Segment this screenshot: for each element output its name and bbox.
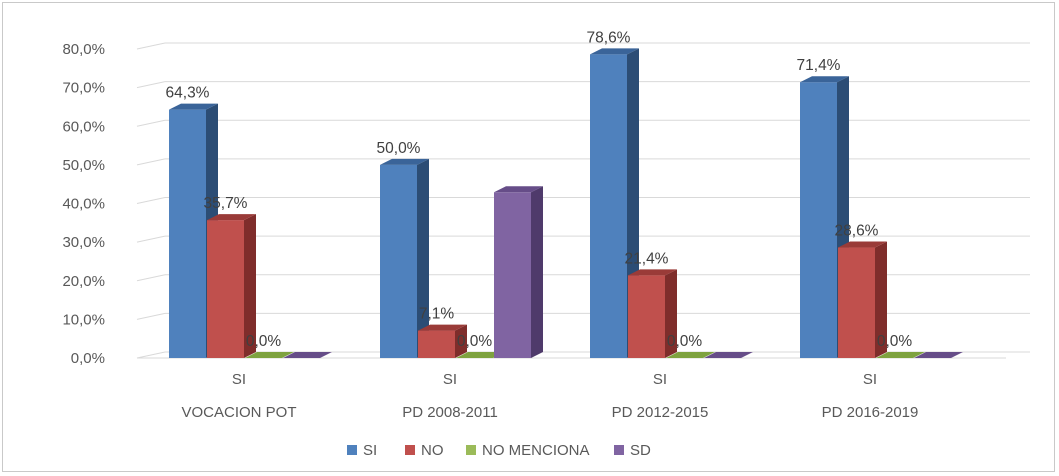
y-tick-label: 0,0% bbox=[71, 350, 105, 367]
bar-top bbox=[456, 352, 505, 358]
bar-top bbox=[914, 352, 963, 358]
data-label: 0,0% bbox=[246, 333, 282, 350]
data-labels: 64,3%35,7%0,0%50,0%7,1%0,0%78,6%21,4%0,0… bbox=[166, 29, 913, 350]
data-label: 35,7% bbox=[204, 195, 248, 212]
data-label: 7,1% bbox=[419, 306, 455, 323]
legend-label: SI bbox=[363, 442, 377, 459]
gridline-depth bbox=[136, 42, 166, 50]
data-label: 0,0% bbox=[457, 333, 493, 350]
bar-top bbox=[590, 48, 639, 55]
bar-top bbox=[380, 158, 429, 165]
data-label: 28,6% bbox=[835, 223, 879, 240]
legend-swatch bbox=[466, 445, 476, 455]
gridline-depth bbox=[136, 197, 166, 204]
bar-top bbox=[876, 352, 925, 358]
gridline-depth bbox=[136, 351, 166, 359]
bar-front bbox=[207, 220, 244, 358]
axes: 0,0% 10,0% 20,0% 30,0% 40,0% 50,0% 60,0% 70,0% 8… bbox=[62, 41, 918, 421]
x-tick-label: PD 2012-2015 bbox=[612, 404, 709, 421]
data-label: 0,0% bbox=[877, 333, 913, 350]
y-tick-label: 60,0% bbox=[62, 118, 105, 135]
legend-swatch bbox=[347, 445, 357, 455]
legend-label: SD bbox=[630, 442, 651, 459]
data-label: 21,4% bbox=[625, 250, 669, 267]
bar-top bbox=[628, 269, 677, 276]
legend-swatch bbox=[405, 445, 415, 455]
gridline-depth bbox=[136, 312, 166, 320]
bar-side bbox=[875, 241, 887, 358]
bar-front bbox=[494, 192, 531, 358]
bar-front bbox=[590, 54, 627, 358]
gridlines bbox=[136, 42, 1030, 359]
bar-side bbox=[244, 214, 256, 358]
x-tick-label: PD 2016-2019 bbox=[822, 404, 919, 421]
gridline-depth bbox=[136, 81, 166, 89]
bar-front bbox=[169, 109, 206, 358]
bar-side bbox=[455, 324, 467, 358]
x-tick-sub-label: SI bbox=[443, 371, 457, 388]
legend-label: NO bbox=[421, 442, 444, 459]
bar-side bbox=[531, 186, 543, 358]
bar-top bbox=[800, 76, 849, 83]
data-label: 71,4% bbox=[797, 57, 841, 74]
bar-top bbox=[666, 352, 715, 358]
bar-top bbox=[418, 324, 467, 331]
x-tick-sub-label: SI bbox=[863, 371, 877, 388]
bar-top bbox=[494, 186, 543, 193]
x-tick-label: VOCACION POT bbox=[181, 404, 296, 421]
y-tick-label: 40,0% bbox=[62, 196, 105, 213]
bar-top bbox=[207, 214, 256, 221]
data-label: 50,0% bbox=[377, 140, 421, 157]
bar-front bbox=[628, 275, 665, 358]
data-label: 78,6% bbox=[587, 29, 631, 46]
bar-top bbox=[245, 352, 294, 358]
legend-swatch bbox=[614, 445, 624, 455]
y-tick-label: 30,0% bbox=[62, 234, 105, 251]
y-tick-label: 10,0% bbox=[62, 311, 105, 328]
legend: SI NO NO MENCIONA SD bbox=[347, 442, 651, 459]
gridline-depth bbox=[136, 158, 166, 166]
bar-front bbox=[418, 330, 455, 358]
bar-front bbox=[380, 164, 417, 358]
bar-front bbox=[800, 82, 837, 358]
x-tick-sub-label: SI bbox=[232, 371, 246, 388]
bar-top bbox=[704, 352, 753, 358]
gridline-depth bbox=[136, 274, 166, 282]
y-tick-label: 20,0% bbox=[62, 273, 105, 290]
x-tick-label: PD 2008-2011 bbox=[402, 404, 498, 421]
y-tick-label: 50,0% bbox=[62, 157, 105, 174]
bar-top bbox=[283, 352, 332, 358]
bar-top bbox=[169, 103, 218, 110]
data-label: 64,3% bbox=[166, 85, 210, 102]
y-tick-label: 80,0% bbox=[62, 41, 105, 58]
bar-side bbox=[665, 269, 677, 358]
data-label: 0,0% bbox=[667, 333, 703, 350]
bar-front bbox=[838, 247, 875, 358]
bar-side bbox=[417, 158, 429, 358]
x-tick-sub-label: SI bbox=[653, 371, 667, 388]
y-tick-label: 70,0% bbox=[62, 80, 105, 97]
gridline-depth bbox=[136, 119, 166, 127]
bars bbox=[169, 48, 963, 359]
bar-top bbox=[838, 241, 887, 248]
gridline-depth bbox=[136, 235, 166, 243]
legend-label: NO MENCIONA bbox=[482, 442, 590, 459]
